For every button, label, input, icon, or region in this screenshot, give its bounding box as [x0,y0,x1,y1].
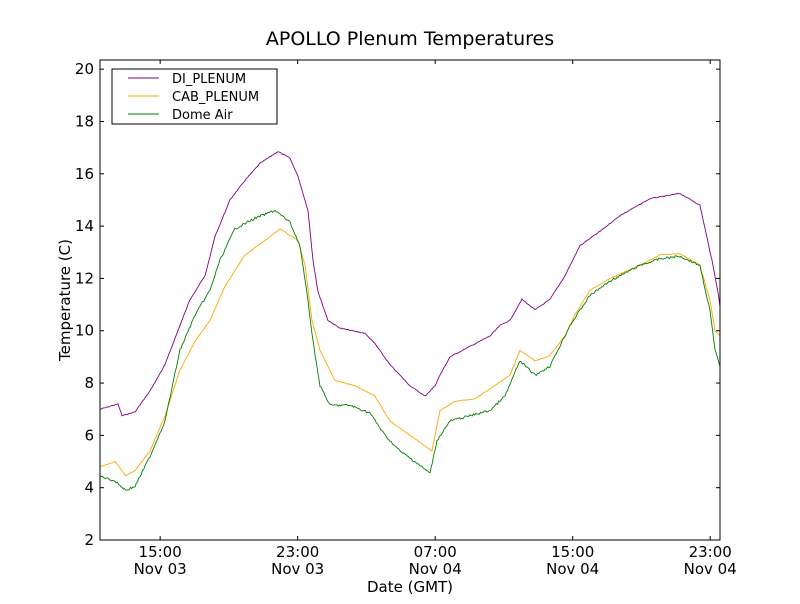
legend: DI_PLENUM CAB_PLENUM Dome Air [111,68,278,125]
x-tick-sublabel: Nov 04 [409,560,462,578]
y-tick-label: 18 [75,112,94,130]
x-tick-sublabel: Nov 04 [684,560,737,578]
series-line-cab-plenum [100,228,720,477]
x-tick-label: 15:00 [551,543,594,561]
y-tick-label: 16 [75,165,94,183]
plot-frame [99,59,721,541]
x-tick-label: 23:00 [689,543,732,561]
x-tick-label: 23:00 [276,543,319,561]
legend-label: DI_PLENUM [172,72,246,87]
x-tick-label: 07:00 [414,543,457,561]
y-tick-label: 6 [84,426,94,444]
y-axis-label: Temperature (C) [56,239,74,362]
x-tick-sublabel: Nov 03 [271,560,324,578]
chart-title: APOLLO Plenum Temperatures [266,28,554,50]
x-axis-label: Date (GMT) [367,578,453,596]
series-line-dome-air [100,209,720,491]
y-tick-label: 20 [75,60,94,78]
y-tick-label: 4 [84,479,94,497]
x-tick-sublabel: Nov 04 [546,560,599,578]
series-line-di-plenum [100,151,720,417]
x-tick-sublabel: Nov 03 [134,560,187,578]
legend-label: Dome Air [172,108,233,123]
y-tick-label: 10 [75,322,94,340]
legend-label: CAB_PLENUM [172,90,259,105]
y-tick-label: 12 [75,269,94,287]
y-tick-label: 8 [84,374,94,392]
y-tick-label: 2 [84,531,94,549]
series-group [100,151,720,491]
x-tick-label: 15:00 [139,543,182,561]
y-tick-label: 14 [75,217,94,235]
